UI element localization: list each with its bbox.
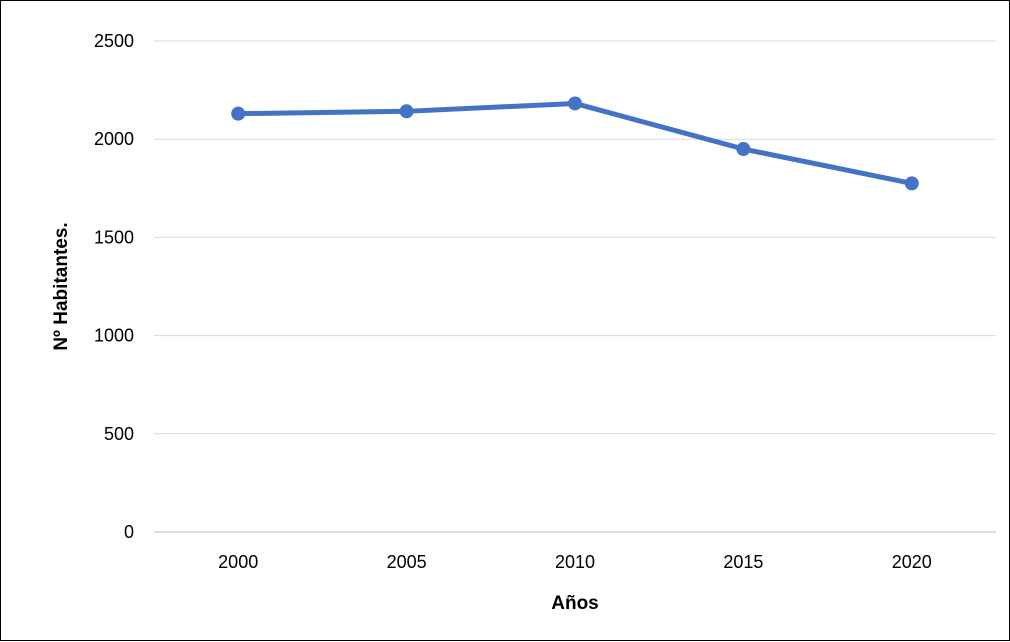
data-point-2015 (736, 142, 751, 157)
x-tick-label-2015: 2015 (723, 552, 763, 572)
series-line (235, 100, 915, 186)
y-tick-label-2: 1000 (94, 326, 134, 346)
gridlines (154, 40, 996, 533)
y-tick-label-3: 1500 (94, 227, 134, 247)
x-axis-title: Años (551, 593, 599, 614)
x-tick-label-2010: 2010 (555, 552, 595, 572)
data-point-2010 (568, 96, 582, 111)
data-point-2005 (399, 104, 414, 119)
data-point-2020 (904, 176, 919, 191)
y-tick-labels: 0 500 1000 1500 2000 2500 (94, 31, 134, 542)
y-tick-label-5: 2500 (94, 31, 134, 51)
data-point-2000 (231, 106, 246, 121)
y-tick-label-4: 2000 (94, 129, 134, 149)
x-tick-labels: 2000 2005 2010 2015 2020 (218, 552, 932, 572)
x-tick-label-2000: 2000 (218, 552, 258, 572)
x-tick-label-2005: 2005 (387, 552, 427, 572)
series-population (231, 96, 919, 191)
y-tick-label-1: 500 (104, 424, 134, 444)
y-tick-label-0: 0 (124, 522, 134, 542)
x-tick-label-2020: 2020 (892, 552, 932, 572)
y-axis-title: Nº Habitantes. (51, 222, 72, 350)
